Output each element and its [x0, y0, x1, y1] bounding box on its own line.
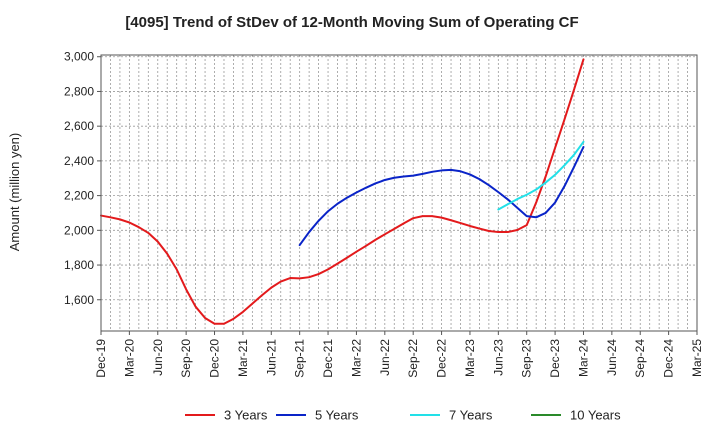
legend-label-10-years: 10 Years	[570, 408, 621, 423]
series-line-5-years	[298, 146, 585, 247]
y-tick-label: 2,600	[64, 119, 94, 133]
legend-label-3-years: 3 Years	[224, 408, 268, 423]
x-tick-label: Dec-19	[94, 339, 108, 378]
x-tick-label: Dec-21	[321, 339, 335, 378]
series-line-3-years	[100, 58, 585, 325]
x-tick-label: Dec-22	[435, 339, 449, 378]
plot-area	[100, 54, 698, 332]
x-tick-label: Jun-20	[151, 339, 165, 376]
grid-lines	[101, 55, 697, 331]
series-line-7-years	[497, 140, 585, 211]
x-tick-label: Dec-23	[548, 339, 562, 378]
x-tick-label: Mar-23	[463, 339, 477, 377]
y-tick-label: 2,200	[64, 189, 94, 203]
y-tick-label: 3,000	[64, 50, 94, 64]
y-tick-label: 2,800	[64, 84, 94, 98]
x-tick-label: Sep-22	[406, 339, 420, 378]
x-tick-label: Jun-23	[491, 339, 505, 376]
x-tick-label: Sep-20	[179, 339, 193, 378]
x-tick-label: Dec-20	[208, 339, 222, 378]
legend-label-5-years: 5 Years	[315, 408, 359, 423]
x-tick-label: Mar-22	[349, 339, 363, 377]
y-tick-label: 1,800	[64, 258, 94, 272]
x-tick-label: Sep-21	[293, 339, 307, 378]
chart-title: [4095] Trend of StDev of 12-Month Moving…	[125, 14, 578, 31]
x-tick-label: Mar-20	[122, 339, 136, 377]
legend: 3 Years 5 Years 7 Years 10 Years	[185, 408, 621, 423]
series-lines	[100, 58, 585, 325]
x-tick-labels: Dec-19 Mar-20 Jun-20 Sep-20 Dec-20 Mar-21 Jun-…	[94, 331, 704, 378]
x-tick-label: Sep-23	[520, 339, 534, 378]
y-axis-label: Amount (million yen)	[7, 133, 22, 252]
x-tick-label: Jun-22	[378, 339, 392, 376]
x-tick-label: Mar-21	[236, 339, 250, 377]
x-tick-label: Jun-21	[264, 339, 278, 376]
legend-label-7-years: 7 Years	[449, 408, 493, 423]
x-tick-label: Sep-24	[633, 339, 647, 378]
y-tick-label: 2,400	[64, 154, 94, 168]
y-tick-label: 1,600	[64, 293, 94, 307]
y-tick-label: 2,000	[64, 223, 94, 237]
x-tick-label: Mar-25	[690, 339, 704, 377]
x-tick-label: Dec-24	[662, 339, 676, 378]
x-tick-label: Mar-24	[576, 339, 590, 377]
y-tick-labels: 1,600 1,800 2,000 2,200 2,400 2,600 2,800 3,000	[64, 50, 101, 307]
x-tick-label: Jun-24	[605, 339, 619, 376]
